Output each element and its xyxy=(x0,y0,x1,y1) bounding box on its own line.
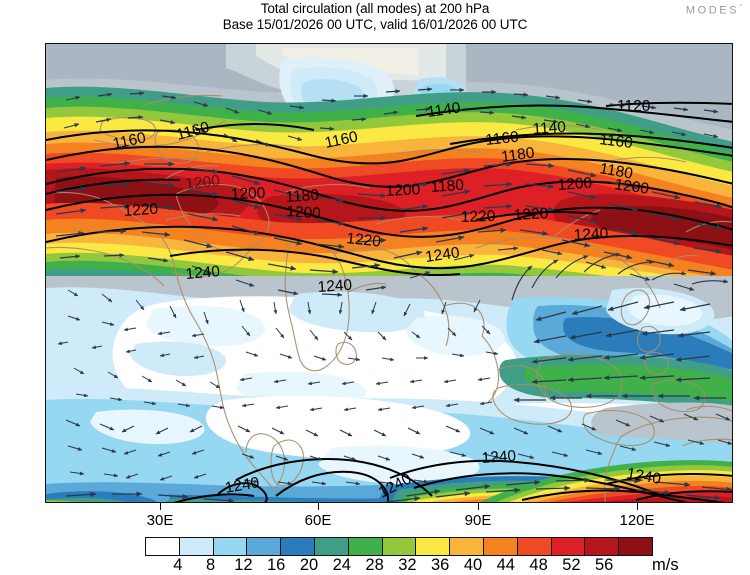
colorbar-tick-32: 32 xyxy=(398,556,417,574)
colorbar-swatch-7 xyxy=(382,538,417,555)
colorbar-tick-20: 20 xyxy=(299,556,319,574)
colorbar-unit-label: m/s xyxy=(652,556,679,574)
colorbar-tick-40: 40 xyxy=(463,556,483,574)
svg-text:1200: 1200 xyxy=(385,181,421,200)
colorbar-swatch-1 xyxy=(179,538,214,555)
colorbar-swatch-10 xyxy=(483,538,518,555)
colorbar-tick-8: 8 xyxy=(206,556,216,574)
svg-text:1240: 1240 xyxy=(573,225,609,244)
svg-text:1160: 1160 xyxy=(485,129,520,149)
svg-text:1140: 1140 xyxy=(426,99,462,121)
svg-text:1220: 1220 xyxy=(123,201,159,220)
colorbar-tick-12: 12 xyxy=(234,556,253,574)
watermark-mark: ° xyxy=(739,4,742,11)
colorbar-swatch-3 xyxy=(247,538,282,555)
map-plot-area: 1120 1140 1140 1160 1160 1160 1160 1160 … xyxy=(45,43,733,503)
colorbar-tick-28: 28 xyxy=(365,556,384,574)
x-tick-90e xyxy=(478,503,479,510)
chart-title-block: Total circulation (all modes) at 200 hPa… xyxy=(0,1,750,32)
x-axis-label-60e: 60E xyxy=(304,512,332,529)
svg-text:1240: 1240 xyxy=(317,277,353,296)
colorbar-tick-36: 36 xyxy=(431,556,450,574)
colorbar-swatch-9 xyxy=(450,538,484,555)
colorbar-swatch-11 xyxy=(517,538,552,555)
svg-text:1120: 1120 xyxy=(617,98,651,115)
svg-text:1220: 1220 xyxy=(461,208,496,226)
x-axis-label-120e: 120E xyxy=(619,512,655,529)
colorbar-swatch-2 xyxy=(213,538,248,555)
svg-text:1160: 1160 xyxy=(323,128,360,152)
svg-text:1220: 1220 xyxy=(346,230,382,251)
colorbar-tick-56: 56 xyxy=(595,556,614,574)
svg-text:1160: 1160 xyxy=(111,129,148,153)
map-canvas: 1120 1140 1140 1160 1160 1160 1160 1160 … xyxy=(46,44,732,502)
chart-title-line-1: Total circulation (all modes) at 200 hPa xyxy=(260,1,490,16)
colorbar-swatch-14 xyxy=(619,538,652,555)
svg-text:1240: 1240 xyxy=(481,448,517,467)
colorbar-tick-24: 24 xyxy=(332,556,351,574)
colorbar-swatch-0 xyxy=(146,538,180,555)
colorbar-tick-16: 16 xyxy=(267,556,286,574)
colorbar-tick-48: 48 xyxy=(529,556,548,574)
chart-title-line-2: Base 15/01/2026 00 UTC, valid 16/01/2026… xyxy=(222,16,528,32)
colorbar-tick-52: 52 xyxy=(562,556,581,574)
svg-text:1140: 1140 xyxy=(532,119,567,138)
svg-text:1200: 1200 xyxy=(231,185,266,203)
svg-text:1200: 1200 xyxy=(185,172,221,193)
svg-text:1180: 1180 xyxy=(598,160,634,183)
colorbar-tick-44: 44 xyxy=(496,556,515,574)
svg-text:1240: 1240 xyxy=(424,244,461,266)
x-axis-label-90e: 90E xyxy=(464,512,492,529)
svg-text:1180: 1180 xyxy=(430,177,465,196)
colorbar-swatch-13 xyxy=(585,538,620,555)
svg-text:1240: 1240 xyxy=(185,263,221,283)
colorbar xyxy=(145,537,653,556)
svg-text:1200: 1200 xyxy=(613,176,650,198)
svg-text:1200: 1200 xyxy=(557,175,593,194)
watermark-text: MODES xyxy=(685,4,740,17)
svg-text:1240: 1240 xyxy=(224,474,261,497)
colorbar-swatch-12 xyxy=(551,538,586,555)
modes-watermark: MODES° xyxy=(686,4,742,17)
svg-text:1220: 1220 xyxy=(513,205,549,224)
x-axis-label-30e: 30E xyxy=(146,512,174,529)
svg-text:1200: 1200 xyxy=(286,203,322,222)
colorbar-swatch-6 xyxy=(348,538,383,555)
weather-map-svg: 1120 1140 1140 1160 1160 1160 1160 1160 … xyxy=(46,44,732,502)
x-tick-60e xyxy=(318,503,319,510)
svg-text:1180: 1180 xyxy=(500,144,536,166)
colorbar-swatch-4 xyxy=(281,538,315,555)
svg-text:1240: 1240 xyxy=(625,465,662,488)
x-tick-30e xyxy=(160,503,161,510)
svg-text:1160: 1160 xyxy=(599,131,635,152)
colorbar-swatch-8 xyxy=(416,538,451,555)
x-tick-120e xyxy=(637,503,638,510)
svg-text:1180: 1180 xyxy=(285,187,320,206)
colorbar-tick-4: 4 xyxy=(173,556,183,574)
colorbar-swatch-5 xyxy=(314,538,349,555)
